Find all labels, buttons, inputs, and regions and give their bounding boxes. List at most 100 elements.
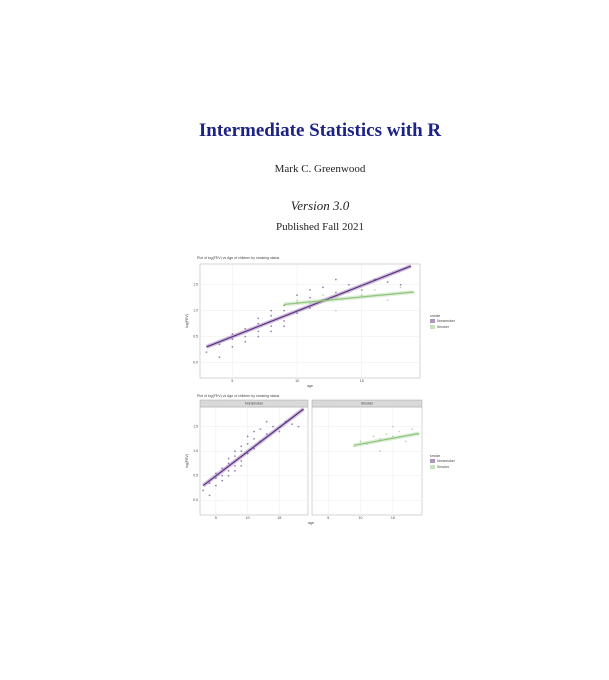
point <box>379 438 381 440</box>
point <box>360 289 363 291</box>
y-tick-label: 0.5 <box>193 334 198 338</box>
point <box>257 322 260 325</box>
point <box>244 327 247 330</box>
strip <box>199 399 309 408</box>
y-tick-label: 1.5 <box>193 425 198 429</box>
point <box>221 467 224 470</box>
point <box>234 469 236 472</box>
y-tick-label: 0.0 <box>193 360 198 364</box>
point <box>253 430 255 433</box>
point <box>257 330 260 333</box>
point <box>227 474 230 477</box>
point <box>334 278 337 281</box>
point <box>231 333 234 335</box>
point <box>386 281 389 284</box>
x-tick-label: 10 <box>295 379 299 383</box>
published: Published Fall 2021 <box>275 221 364 233</box>
title: Intermediate Statistics with R <box>198 120 442 141</box>
y-tick-label: 1.5 <box>193 283 198 287</box>
x-tick-label: 10 <box>359 516 363 520</box>
point <box>372 435 375 438</box>
fit-line <box>284 291 414 306</box>
point <box>214 477 217 480</box>
point <box>322 294 324 296</box>
point <box>360 294 363 296</box>
point <box>322 286 324 289</box>
legend-label: Nonsmoker <box>437 319 456 323</box>
x-axis-label: age <box>308 521 314 525</box>
point <box>221 474 224 477</box>
point <box>234 455 236 457</box>
point <box>309 307 311 309</box>
point <box>214 484 217 487</box>
y-axis-label: log(FEV) <box>185 454 189 468</box>
point <box>297 425 300 428</box>
legend-label: Nonsmoker <box>437 459 456 463</box>
figure-title: Plot of log(FEV) vs Age of children by s… <box>197 256 280 260</box>
point <box>296 299 298 302</box>
point <box>270 309 273 312</box>
x-tick-label: 15 <box>277 516 281 520</box>
point <box>257 317 260 320</box>
point <box>270 325 273 328</box>
point <box>386 299 389 302</box>
point <box>246 452 249 455</box>
point <box>240 460 243 462</box>
x-tick-label: 5 <box>215 516 217 520</box>
point <box>270 314 273 317</box>
x-axis-label: age <box>307 384 313 388</box>
strip <box>311 399 423 408</box>
y-tick-label: 1.0 <box>193 309 198 313</box>
point <box>404 440 407 443</box>
point <box>347 283 350 286</box>
strip-label: Smoker <box>361 401 374 405</box>
strip-label: Nonsmoker <box>245 401 264 405</box>
point <box>283 320 286 322</box>
point <box>218 343 221 346</box>
point <box>234 450 236 453</box>
point <box>208 494 211 497</box>
point <box>283 309 286 312</box>
point <box>244 335 247 338</box>
point <box>309 296 311 299</box>
point <box>234 465 236 467</box>
y-tick-label: 0.0 <box>193 498 198 502</box>
point <box>391 435 394 438</box>
point <box>253 447 255 450</box>
author: Mark C. Greenwood <box>274 163 366 175</box>
point <box>398 430 401 433</box>
point <box>240 450 243 453</box>
point <box>309 289 311 291</box>
point <box>257 335 260 338</box>
point <box>296 294 298 296</box>
fit-line <box>206 265 412 348</box>
legend-key <box>430 465 435 469</box>
point <box>296 312 298 315</box>
point <box>399 283 402 286</box>
point <box>334 296 337 299</box>
point <box>227 457 230 460</box>
point <box>270 330 273 333</box>
point <box>272 425 274 428</box>
version: Version 3.0 <box>290 198 350 213</box>
panel <box>199 263 421 379</box>
point <box>244 340 247 343</box>
x-tick-label: 15 <box>391 516 395 520</box>
point <box>360 283 363 286</box>
point <box>373 289 376 291</box>
point <box>334 309 337 312</box>
point <box>265 433 268 435</box>
panel <box>311 406 423 516</box>
point <box>278 430 281 433</box>
x-tick-label: 15 <box>360 379 364 383</box>
legend-title: smoke <box>430 314 440 318</box>
point <box>291 423 294 426</box>
point <box>221 479 224 482</box>
point <box>265 420 268 423</box>
y-tick-label: 1.0 <box>193 449 198 453</box>
legend-key <box>430 325 435 329</box>
legend-key <box>430 459 435 463</box>
point <box>208 482 211 484</box>
